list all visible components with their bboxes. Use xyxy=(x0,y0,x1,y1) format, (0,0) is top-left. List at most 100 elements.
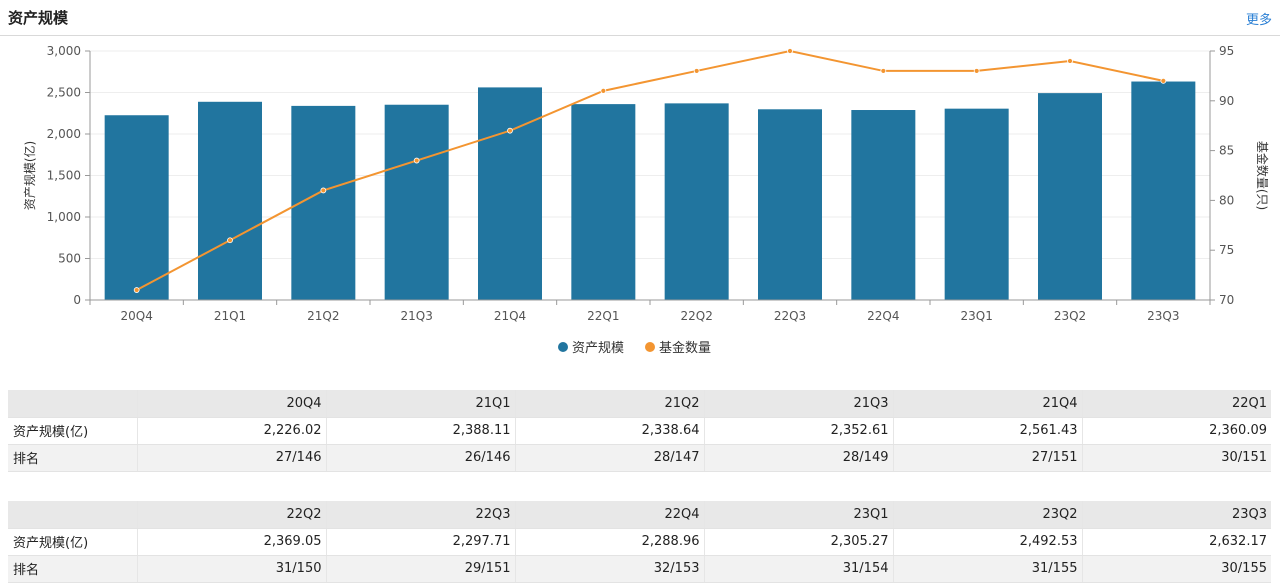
y-axis-title: 资产规模(亿) xyxy=(22,141,37,210)
line-point xyxy=(507,127,513,134)
table-header-cell: 23Q2 xyxy=(892,501,1082,529)
line-point xyxy=(1160,77,1167,84)
row-label: 排名 xyxy=(8,555,137,583)
table-cell: 26/146 xyxy=(325,444,515,472)
line-point xyxy=(1067,58,1073,64)
table-header-cell: 20Q4 xyxy=(136,390,326,418)
table-cell: 2,388.11 xyxy=(325,417,515,445)
y-tick-label: 3,000 xyxy=(47,44,81,58)
line-point xyxy=(787,48,793,54)
y-tick-label: 2,500 xyxy=(47,86,81,100)
bar xyxy=(384,104,449,300)
table-cell: 2,561.43 xyxy=(892,417,1082,445)
y-tick-label: 500 xyxy=(58,252,81,266)
table-cell: 27/151 xyxy=(892,444,1082,472)
bar xyxy=(571,104,636,300)
bar xyxy=(1038,93,1102,300)
x-tick-label: 22Q2 xyxy=(680,309,712,323)
y2-tick-label: 80 xyxy=(1219,193,1234,207)
table-cell: 2,352.61 xyxy=(703,417,893,445)
table-cell: 2,632.17 xyxy=(1081,528,1271,556)
y2-tick-label: 95 xyxy=(1219,44,1234,58)
table-header-row: 22Q2 22Q3 22Q4 23Q1 23Q2 23Q3 xyxy=(8,501,1271,529)
row-label: 排名 xyxy=(8,444,137,472)
table-cell: 2,288.96 xyxy=(514,528,704,556)
x-tick-label: 21Q4 xyxy=(494,309,526,323)
table-header-cell xyxy=(8,501,137,529)
asset-table-2: 22Q2 22Q3 22Q4 23Q1 23Q2 23Q3 资产规模(亿) 2,… xyxy=(8,501,1271,583)
x-tick-label: 21Q3 xyxy=(400,309,432,323)
bar xyxy=(944,108,1009,300)
table-header-cell: 21Q1 xyxy=(325,390,515,418)
bar xyxy=(664,103,729,300)
y-tick-label: 2,000 xyxy=(47,127,81,141)
table-header-cell: 21Q3 xyxy=(703,390,893,418)
table-cell: 2,305.27 xyxy=(703,528,893,556)
section-header: 资产规模 更多 xyxy=(0,0,1280,36)
x-tick-label: 22Q1 xyxy=(587,309,619,323)
y2-tick-label: 85 xyxy=(1219,144,1234,158)
table-header-cell: 23Q1 xyxy=(703,501,893,529)
asset-table-1: 20Q4 21Q1 21Q2 21Q3 21Q4 22Q1 资产规模(亿) 2,… xyxy=(8,390,1271,472)
x-tick-label: 23Q3 xyxy=(1147,309,1179,323)
table-row: 排名 27/146 26/146 28/147 28/149 27/151 30… xyxy=(8,444,1271,472)
legend-label-asset-scale: 资产规模 xyxy=(572,341,624,356)
y-tick-label: 0 xyxy=(73,293,81,307)
table-cell: 2,226.02 xyxy=(136,417,326,445)
table-header-cell: 22Q4 xyxy=(514,501,704,529)
row-label: 资产规模(亿) xyxy=(8,417,137,445)
table-cell: 2,297.71 xyxy=(325,528,515,556)
bar xyxy=(198,101,262,301)
line-point xyxy=(880,68,887,74)
table-cell: 2,369.05 xyxy=(136,528,326,556)
y-tick-label: 1,500 xyxy=(47,169,81,183)
table-cell: 27/146 xyxy=(136,444,326,472)
table-cell: 31/150 xyxy=(136,555,326,583)
bar xyxy=(758,109,822,300)
asset-scale-chart: 0 500 1,000 1,500 2,000 2,500 3,000 70 75 80 85 90 9… xyxy=(22,44,1270,356)
table-cell: 30/151 xyxy=(1081,444,1271,472)
table-cell: 2,360.09 xyxy=(1081,417,1271,445)
y2-axis-title: 基金数量(只) xyxy=(1255,141,1270,210)
table-row: 资产规模(亿) 2,369.05 2,297.71 2,288.96 2,305… xyxy=(8,528,1271,556)
table-header-cell: 21Q2 xyxy=(514,390,704,418)
line-point xyxy=(693,68,700,74)
bar xyxy=(104,115,169,300)
table-cell: 30/155 xyxy=(1081,555,1271,583)
table-cell: 2,492.53 xyxy=(892,528,1082,556)
x-tick-label: 20Q4 xyxy=(120,309,152,323)
legend-marker-fund-count xyxy=(645,342,655,352)
table-header-row: 20Q4 21Q1 21Q2 21Q3 21Q4 22Q1 xyxy=(8,390,1271,418)
table-cell: 31/154 xyxy=(703,555,893,583)
x-tick-label: 22Q3 xyxy=(774,309,806,323)
table-header-cell: 22Q1 xyxy=(1081,390,1271,418)
x-tick-label: 23Q2 xyxy=(1054,309,1086,323)
line-series-fund-count xyxy=(136,49,1164,291)
table-cell: 32/153 xyxy=(514,555,704,583)
line-point xyxy=(227,237,233,244)
table-header-cell: 22Q2 xyxy=(136,501,326,529)
y2-tick-label: 75 xyxy=(1219,243,1234,257)
table-header-cell xyxy=(8,390,137,418)
x-tick-label: 21Q2 xyxy=(307,309,339,323)
y2-tick-label: 90 xyxy=(1219,94,1234,108)
legend-marker-asset-scale xyxy=(558,342,568,352)
table-row: 资产规模(亿) 2,226.02 2,388.11 2,338.64 2,352… xyxy=(8,417,1271,445)
more-link[interactable]: 更多 xyxy=(1245,13,1272,28)
y-tick-label: 1,000 xyxy=(47,210,81,224)
row-label: 资产规模(亿) xyxy=(8,528,137,556)
table-header-cell: 22Q3 xyxy=(325,501,515,529)
x-tick-label: 23Q1 xyxy=(960,309,992,323)
x-tick-label: 21Q1 xyxy=(214,309,246,323)
table-header-cell: 21Q4 xyxy=(892,390,1082,418)
table-cell: 29/151 xyxy=(325,555,515,583)
bar xyxy=(1131,81,1196,300)
line-point xyxy=(600,87,607,94)
bar xyxy=(851,110,916,300)
section-title: 资产规模 xyxy=(8,9,69,27)
line-point xyxy=(320,187,327,194)
table-cell: 31/155 xyxy=(892,555,1082,583)
table-header-cell: 23Q3 xyxy=(1081,501,1271,529)
bar xyxy=(478,87,542,300)
line-point xyxy=(973,68,980,74)
